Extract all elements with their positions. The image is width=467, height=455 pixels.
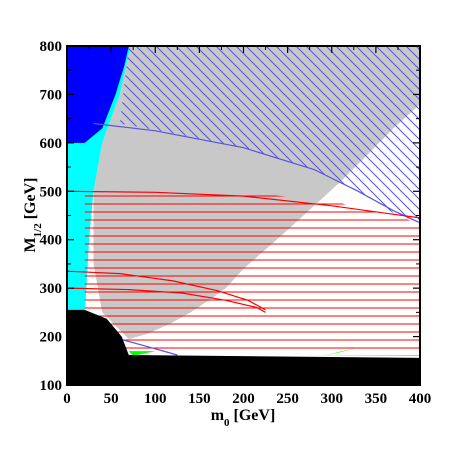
hatch-red-horizontal-hatch (84, 191, 420, 356)
x-tick-label: 0 (63, 391, 71, 407)
y-tick-label: 800 (40, 39, 63, 55)
x-axis-label: m0 [GeV] (211, 407, 276, 429)
y-tick-label: 200 (40, 330, 63, 346)
x-tick-label: 50 (104, 391, 119, 407)
x-tick-label: 400 (409, 391, 432, 407)
plot-area (67, 46, 420, 385)
y-tick-label: 100 (40, 378, 63, 394)
y-axis-label-unit: [GeV] (22, 178, 39, 224)
x-tick-label: 250 (276, 391, 299, 407)
y-axis-label: M1/2 [GeV] (22, 178, 44, 253)
x-tick-label: 200 (232, 391, 255, 407)
curve-red-curve-lower (67, 287, 266, 313)
region-black (67, 309, 420, 385)
curve-red-curve-top (67, 190, 420, 219)
y-tick-label: 400 (40, 233, 63, 249)
region-blue (67, 46, 129, 143)
y-ticks: 100 200 300 400 500 600 700 800 (40, 39, 420, 394)
y-tick-label: 500 (40, 184, 63, 200)
hatch-blue-diagonal-hatch (119, 46, 420, 223)
curve-blue-curve-upper (93, 122, 420, 224)
y-axis-label-sub: 1/2 (32, 223, 44, 238)
x-axis-label-unit: [GeV] (230, 407, 276, 424)
x-tick-label: 150 (188, 391, 211, 407)
x-tick-label: 100 (144, 391, 167, 407)
x-ticks: 0 50 100 150 200 250 300 350 400 (63, 46, 431, 407)
curve-red-curve-middle (67, 270, 266, 311)
x-axis-label-main: m (211, 407, 225, 424)
y-tick-label: 300 (40, 281, 63, 297)
y-axis-label-main: M (22, 237, 39, 252)
curve-blue-curve-lower (119, 338, 178, 356)
x-axis-label-sub: 0 (224, 417, 230, 429)
y-tick-label: 600 (40, 136, 63, 152)
x-tick-label: 350 (365, 391, 388, 407)
x-tick-label: 300 (321, 391, 344, 407)
y-tick-label: 700 (40, 87, 63, 103)
